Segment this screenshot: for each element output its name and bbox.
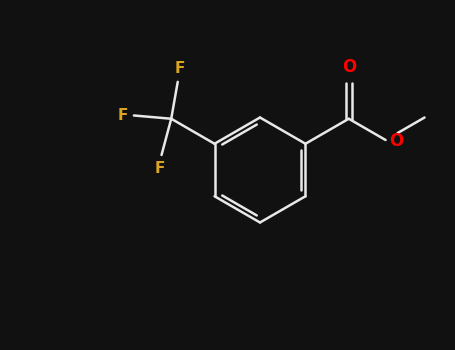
Text: F: F — [154, 161, 165, 176]
Text: O: O — [342, 58, 356, 76]
Text: F: F — [117, 108, 128, 123]
Text: F: F — [175, 61, 185, 76]
Text: O: O — [389, 132, 404, 150]
